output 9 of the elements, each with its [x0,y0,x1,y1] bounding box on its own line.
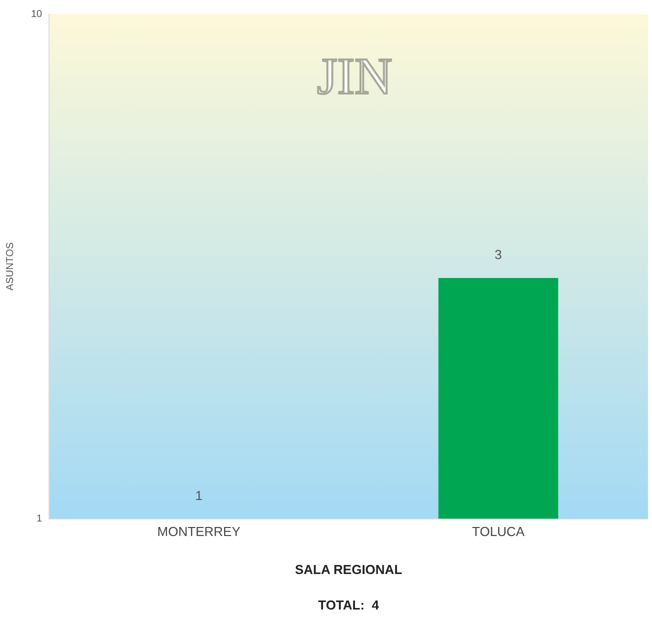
data-label: 3 [494,247,502,262]
data-label: 1 [195,488,202,503]
y-axis-title: ASUNTOS [4,242,16,290]
x-axis-title: SALA REGIONAL [294,562,402,577]
text: TOTAL: 4 [318,598,380,613]
x-tick-label: MONTERREY [157,524,241,540]
x-tick-label: TOLUCA [472,524,525,540]
text: JIN [317,48,392,106]
y-tick-label: 10 [31,8,43,20]
